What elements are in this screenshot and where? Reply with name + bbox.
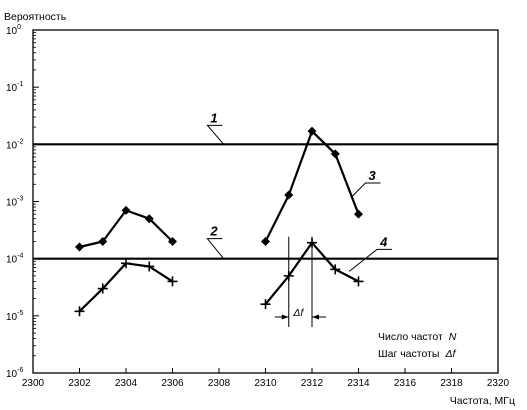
callout-line-2-number: 2 — [209, 224, 218, 239]
callout-curve-3-number: 3 — [368, 168, 376, 183]
y-tick-label: 10-2 — [6, 138, 23, 151]
series-4-plus-marker — [167, 276, 178, 287]
x-tick-label: 2310 — [254, 378, 277, 389]
x-tick-label: 2320 — [487, 378, 510, 389]
callout-line-1-leader — [206, 124, 225, 145]
series-4-plus-marker — [97, 283, 108, 294]
callout-line-2-leader — [206, 238, 225, 259]
x-tick-label: 2308 — [208, 378, 231, 389]
series-4-plus-marker — [330, 264, 341, 275]
x-tick-label: 2312 — [301, 378, 324, 389]
callout-line-1-number: 1 — [210, 110, 217, 125]
series-3-line — [79, 209, 174, 249]
callout-curve-4-number: 4 — [379, 234, 388, 249]
series-4-line — [78, 262, 174, 313]
y-axis-ticks: 100 10-1 10-2 10-3 10-4 10-5 10-6 — [6, 24, 39, 380]
y-tick-label: 10-6 — [6, 367, 23, 380]
series-4-plus-marker — [74, 306, 85, 317]
data-series — [74, 126, 364, 317]
delta-f-left-arrowhead — [281, 314, 289, 320]
note-frequency-step: Шаг частоты Δf — [378, 348, 456, 360]
y-tick-label: 10-1 — [6, 81, 23, 94]
series-3-diamond-marker — [307, 126, 317, 136]
x-tick-label: 2300 — [22, 378, 45, 389]
series-3-line — [264, 130, 360, 242]
plot-border — [32, 29, 499, 374]
series-4-plus-marker — [121, 258, 131, 269]
note-n-symbol: N — [449, 331, 457, 343]
notes: Число частот N Шаг частоты Δf — [378, 331, 457, 360]
series-3-diamond-marker — [98, 236, 108, 246]
x-tick-label: 2316 — [394, 378, 417, 389]
series-4-plus-marker — [260, 299, 271, 310]
x-axis-ticks: 2300 2302 2304 2306 2308 2310 2312 2314 2316 2318… — [22, 368, 510, 389]
y-tick-label: 10-5 — [6, 310, 23, 323]
callout-curve-3-leader — [351, 182, 381, 198]
x-tick-label: 2318 — [440, 378, 463, 389]
series-3-diamond-marker — [144, 214, 154, 224]
curve-callouts: 1 2 3 4 — [206, 110, 393, 272]
series-4-plus-marker — [144, 261, 155, 272]
threshold-lines — [33, 143, 498, 260]
x-tick-label: 2304 — [115, 378, 138, 389]
delta-f-right-arrowhead — [312, 314, 319, 320]
series-3-diamond-marker — [284, 190, 294, 200]
y-axis-label: Вероятность — [4, 11, 67, 23]
x-tick-label: 2306 — [161, 378, 184, 389]
series-3-diamond-marker — [121, 205, 131, 215]
note-frequency-count-text: Число частот — [378, 331, 443, 343]
delta-f-annotation: Δf — [274, 236, 326, 327]
x-tick-label: 2314 — [347, 378, 370, 389]
x-axis-label: Частота, МГц — [450, 395, 515, 407]
series-4-plus-marker — [353, 276, 364, 287]
series-3-diamond-marker — [75, 242, 84, 252]
series-3-diamond-marker — [354, 209, 363, 219]
y-tick-label: 10-3 — [6, 196, 23, 209]
callout-curve-4-leader — [348, 248, 393, 272]
series-3-diamond-marker — [330, 149, 340, 159]
note-frequency-step-text: Шаг частоты — [378, 348, 439, 360]
note-frequency-count: Число частот N — [378, 331, 457, 343]
y-tick-label: 10-4 — [6, 253, 23, 266]
delta-f-label: Δf — [292, 307, 304, 319]
x-tick-label: 2302 — [68, 378, 91, 389]
y-tick-label: 100 — [6, 24, 21, 37]
series-3-diamond-marker — [168, 236, 177, 246]
series-3-diamond-marker — [261, 236, 270, 246]
note-step-symbol: Δf — [444, 348, 456, 360]
plot-frame — [32, 29, 499, 374]
